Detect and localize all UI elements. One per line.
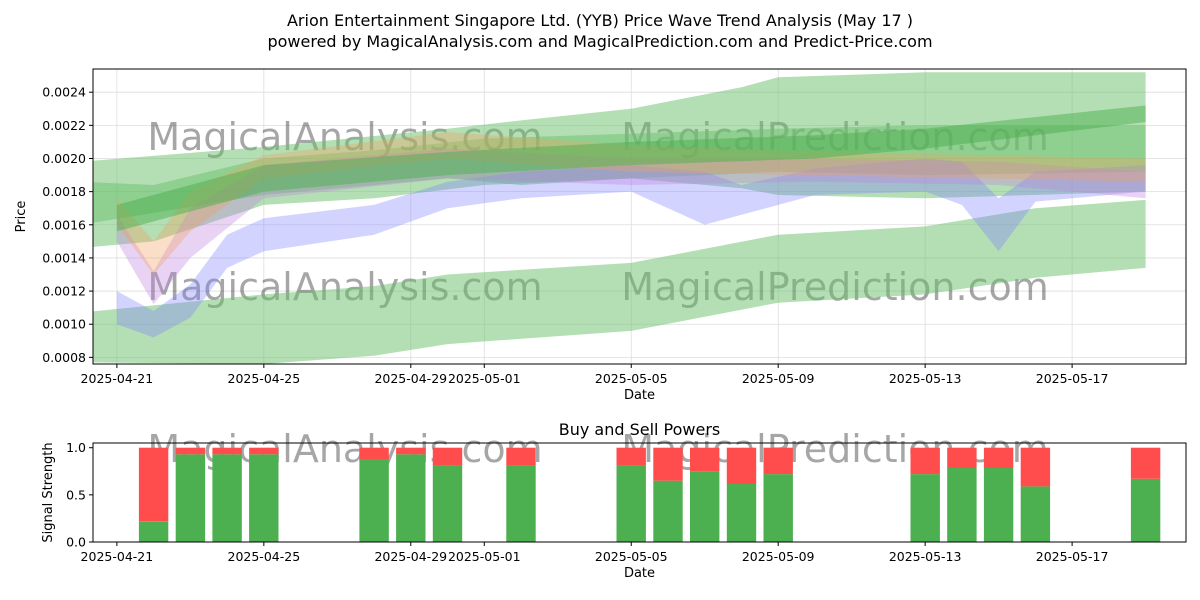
band-outer-green-band <box>93 199 1146 364</box>
chart-title-line1: Arion Entertainment Singapore Ltd. (YYB)… <box>287 11 913 30</box>
sell-bar <box>249 447 279 455</box>
y-tick-label: 0.0022 <box>42 118 86 133</box>
sell-bar <box>506 447 536 466</box>
y-tick-label: 1.0 <box>66 440 86 455</box>
buy-sell-plot: MagicalAnalysis.com MagicalPrediction.com… <box>41 420 1187 581</box>
x-tick-label: 2025-05-09 <box>742 371 815 386</box>
y-tick-label: 0.0 <box>66 535 86 550</box>
axes-frame <box>92 68 1187 365</box>
x-tick-label: 2025-05-13 <box>889 371 962 386</box>
x-tick-label: 2025-04-29 <box>374 371 447 386</box>
x-tick-label: 2025-04-21 <box>81 549 154 564</box>
y-tick-label: 0.0010 <box>42 317 86 332</box>
buy-bar <box>726 483 757 542</box>
sell-bar <box>947 447 977 468</box>
price-plot: MagicalAnalysis.comMagicalAnalysis.comMa… <box>14 68 1187 403</box>
sell-bar <box>690 447 720 472</box>
band-purple-wave <box>116 148 1146 305</box>
sell-bar <box>175 447 206 455</box>
band-blue-wave <box>116 158 1146 338</box>
buy-bar <box>616 465 646 542</box>
x-tick-label: 2025-05-13 <box>889 549 962 564</box>
x-tick-label: 2025-04-29 <box>374 549 447 564</box>
sell-bar <box>653 447 683 481</box>
buy-bar <box>506 465 536 542</box>
sell-bar <box>432 447 463 466</box>
sell-bar <box>763 447 793 475</box>
buy-bar <box>175 454 206 542</box>
sell-bar <box>1130 447 1161 479</box>
buy-bar <box>432 465 463 542</box>
band-orange-wave <box>116 132 1146 275</box>
buy-bar <box>763 474 793 542</box>
x-tick-label: 2025-04-21 <box>81 371 154 386</box>
x-tick-label: 2025-05-17 <box>1036 549 1109 564</box>
sell-bar <box>359 447 389 459</box>
y-axis-label: Signal Strength <box>41 442 56 542</box>
buy-bar <box>1130 478 1161 542</box>
band-trend-line-green <box>116 105 1146 232</box>
buy-bar <box>1020 486 1051 542</box>
y-tick-label: 0.5 <box>66 487 86 502</box>
y-axis-label: Price <box>14 201 29 233</box>
axes-frame <box>92 442 1187 543</box>
y-tick-label: 0.0024 <box>42 85 86 100</box>
sell-bar <box>138 447 169 522</box>
y-tick-label: 0.0014 <box>42 250 86 265</box>
sell-bar <box>983 447 1014 468</box>
buy-bar <box>212 454 242 542</box>
x-tick-label: 2025-05-01 <box>448 549 521 564</box>
x-tick-label: 2025-05-05 <box>595 549 668 564</box>
sell-bar <box>212 447 242 455</box>
x-tick-label: 2025-04-25 <box>228 371 301 386</box>
buy-bar <box>910 474 940 542</box>
y-tick-label: 0.0012 <box>42 284 86 299</box>
x-axis-label: Date <box>624 566 655 581</box>
band-mid-green-band <box>93 125 1146 247</box>
y-tick-label: 0.0016 <box>42 217 86 232</box>
x-axis-label: Date <box>624 388 655 403</box>
buy-bar <box>138 521 169 542</box>
x-tick-label: 2025-05-09 <box>742 549 815 564</box>
y-tick-label: 0.0008 <box>42 350 86 365</box>
x-tick-label: 2025-04-25 <box>228 549 301 564</box>
subplot-title: Buy and Sell Powers <box>559 420 721 439</box>
sell-bar <box>616 447 646 466</box>
plot-area <box>138 447 1161 542</box>
buy-bar <box>249 454 279 542</box>
x-tick-label: 2025-05-17 <box>1036 371 1109 386</box>
x-tick-label: 2025-05-01 <box>448 371 521 386</box>
sell-bar <box>1020 447 1051 487</box>
buy-bar <box>653 480 683 542</box>
x-tick-label: 2025-05-05 <box>595 371 668 386</box>
buy-bar <box>947 467 977 542</box>
sell-bar <box>910 447 940 475</box>
buy-bar <box>690 471 720 542</box>
chart-title-line2: powered by MagicalAnalysis.com and Magic… <box>267 32 932 51</box>
y-tick-label: 0.0020 <box>42 151 86 166</box>
buy-bar <box>359 459 389 542</box>
plot-area <box>93 72 1146 364</box>
sell-bar <box>726 447 757 484</box>
y-tick-label: 0.0018 <box>42 184 86 199</box>
sell-bar <box>396 447 426 455</box>
buy-bar <box>983 467 1014 542</box>
buy-bar <box>396 454 426 542</box>
watermark-text: MagicalAnalysis.com <box>147 427 542 471</box>
